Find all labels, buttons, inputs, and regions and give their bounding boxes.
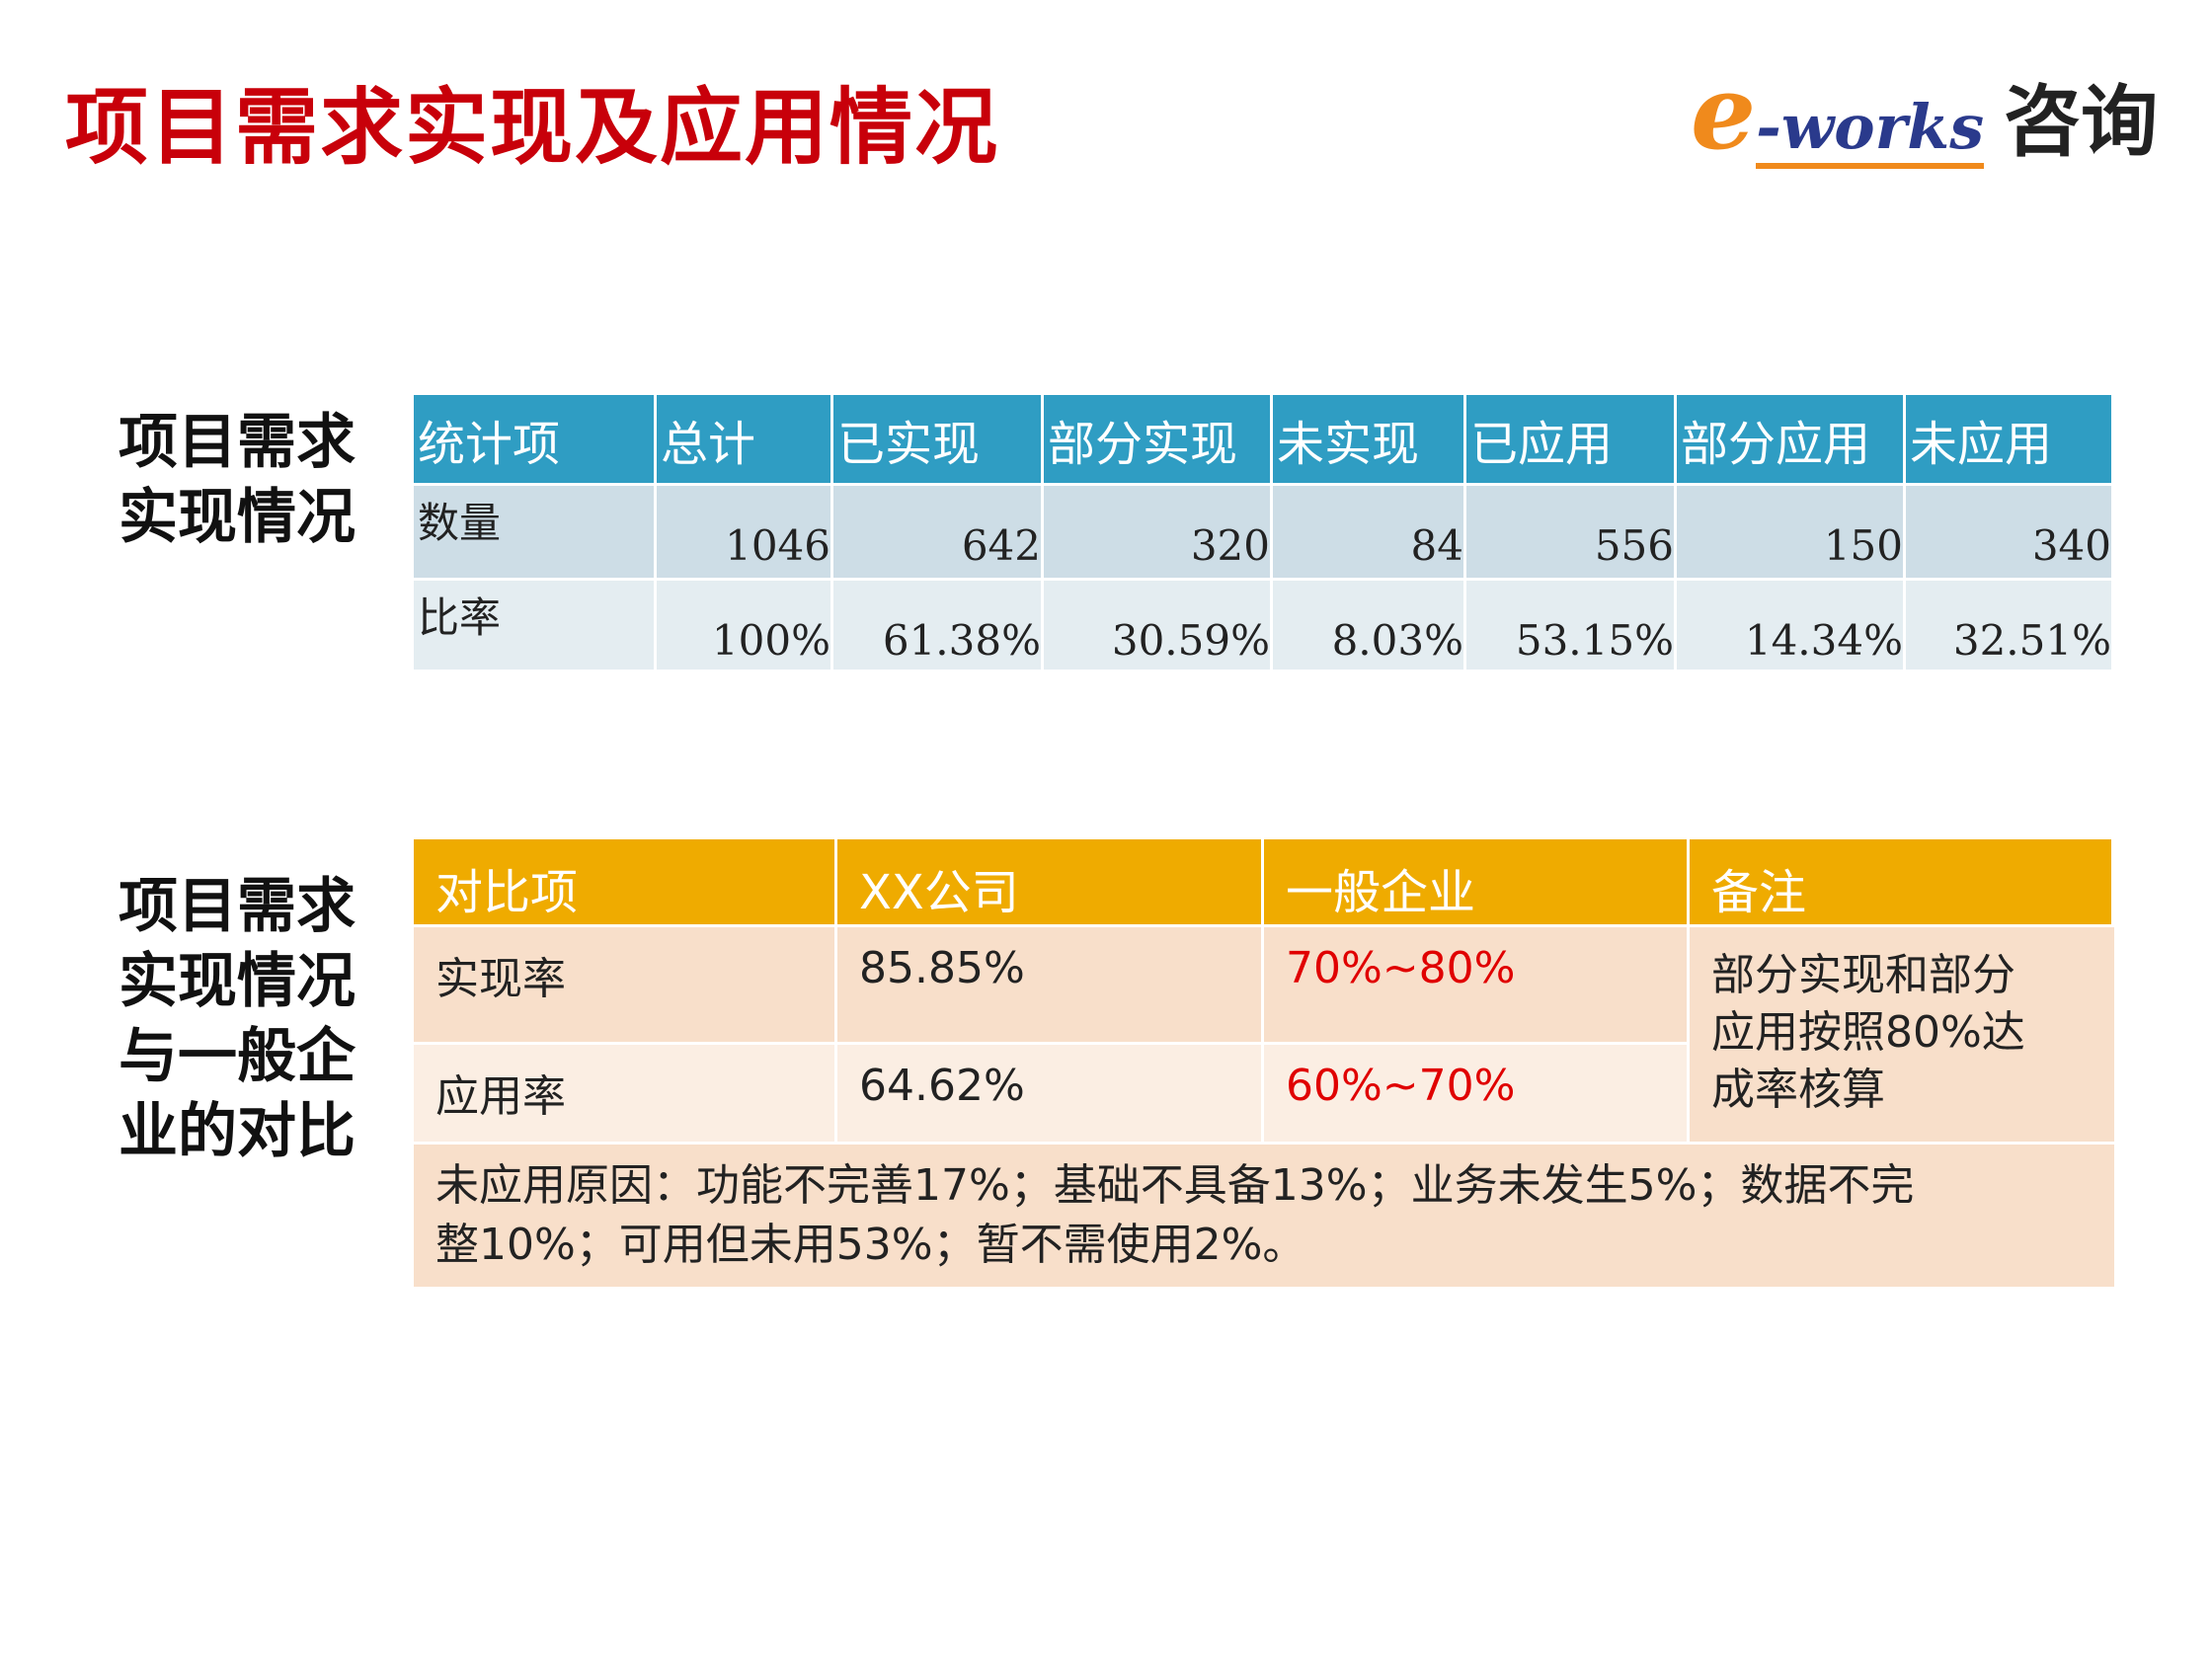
value-cell: 53.15% xyxy=(1466,581,1674,670)
value-cell: 84 xyxy=(1273,486,1463,578)
header-cell: 部分实现 xyxy=(1044,395,1270,483)
value-cell: 64.62% xyxy=(837,1045,1261,1142)
row-label: 数量 xyxy=(414,486,654,578)
footer-line: 整10%；可用但未用53%；暂不需使用2%。 xyxy=(435,1220,1306,1270)
label-line: 实现情况 xyxy=(118,483,356,552)
note-cell: 部分实现和部分 应用按照80%达 成率核算 xyxy=(1690,927,2114,1142)
title: 项目需求实现及应用情况 xyxy=(65,79,1000,176)
logo-brand: -works xyxy=(1756,91,1985,169)
value-cell: 30.59% xyxy=(1044,581,1270,670)
row-label: 比率 xyxy=(414,581,654,670)
header-cell: 已实现 xyxy=(833,395,1041,483)
label-line: 实现情况 xyxy=(118,947,356,1016)
section-label: 项目需求 实现情况 与一般企 业的对比 xyxy=(118,869,356,1169)
note-line: 应用按照80%达 xyxy=(1711,1007,2025,1058)
footer-line: 未应用原因：功能不完善17%；基础不具备13%；业务未发生5%；数据不完 xyxy=(435,1160,1915,1211)
value-cell: 14.34% xyxy=(1677,581,1903,670)
value-cell: 85.85% xyxy=(837,927,1261,1042)
value-cell: 556 xyxy=(1466,486,1674,578)
note-line: 成率核算 xyxy=(1711,1065,1885,1115)
value-cell: 8.03% xyxy=(1273,581,1463,670)
row-label: 实现率 xyxy=(414,927,834,1042)
value-cell: 60%~70% xyxy=(1264,1045,1687,1142)
logo: e-works 咨询 xyxy=(1691,51,2158,173)
value-cell: 320 xyxy=(1044,486,1270,578)
label-line: 项目需求 xyxy=(118,408,356,477)
logo-mark: e xyxy=(1691,51,1757,173)
header-cell: 总计 xyxy=(657,395,830,483)
note-line: 部分实现和部分 xyxy=(1711,950,2015,1000)
logo-suffix: 咨询 xyxy=(2004,78,2159,167)
value-cell: 70%~80% xyxy=(1264,927,1687,1042)
value-cell: 61.38% xyxy=(833,581,1041,670)
value-cell: 150 xyxy=(1677,486,1903,578)
footer-cell: 未应用原因：功能不完善17%；基础不具备13%；业务未发生5%；数据不完 整10%… xyxy=(414,1145,2114,1287)
header-cell: 统计项 xyxy=(414,395,654,483)
label-line: 与一般企 xyxy=(118,1022,356,1091)
label-line: 项目需求 xyxy=(118,872,356,941)
row-label: 应用率 xyxy=(414,1045,834,1142)
label-line: 业的对比 xyxy=(118,1097,356,1166)
value-cell: 1046 xyxy=(657,486,830,578)
header-cell: 已应用 xyxy=(1466,395,1674,483)
header-cell: 一般企业 xyxy=(1264,839,1687,924)
header-cell: 部分应用 xyxy=(1677,395,1903,483)
value-cell: 100% xyxy=(657,581,830,670)
value-cell: 32.51% xyxy=(1906,581,2111,670)
header-cell: 对比项 xyxy=(414,839,834,924)
value-cell: 642 xyxy=(833,486,1041,578)
header-cell: 未应用 xyxy=(1906,395,2111,483)
header-cell: 备注 xyxy=(1690,839,2111,924)
section-label: 项目需求 实现情况 xyxy=(118,405,356,555)
header-cell: XX公司 xyxy=(837,839,1261,924)
value-cell: 340 xyxy=(1906,486,2111,578)
header-cell: 未实现 xyxy=(1273,395,1463,483)
